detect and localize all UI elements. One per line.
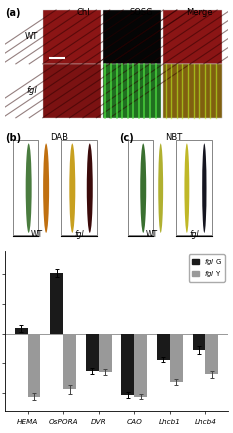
Text: fgl: fgl	[75, 230, 84, 239]
Ellipse shape	[140, 143, 146, 233]
Text: NBT: NBT	[165, 132, 182, 142]
FancyBboxPatch shape	[128, 140, 153, 235]
FancyBboxPatch shape	[176, 140, 212, 235]
FancyBboxPatch shape	[164, 10, 222, 64]
Ellipse shape	[43, 143, 49, 233]
Bar	[170, 334, 183, 382]
Text: Merge: Merge	[186, 8, 212, 16]
Bar	[193, 334, 205, 350]
Bar	[121, 334, 134, 395]
Bar	[99, 334, 112, 372]
Text: (a): (a)	[5, 8, 20, 18]
Bar	[63, 334, 76, 389]
Bar	[134, 334, 147, 397]
FancyBboxPatch shape	[43, 10, 101, 64]
Bar	[50, 273, 63, 334]
Text: SOSG: SOSG	[129, 8, 153, 16]
Bar	[205, 334, 218, 375]
Ellipse shape	[87, 143, 93, 233]
Text: WT: WT	[145, 230, 158, 239]
Text: WT: WT	[31, 230, 43, 239]
Text: Chl: Chl	[76, 8, 90, 16]
FancyBboxPatch shape	[103, 10, 161, 64]
Ellipse shape	[69, 143, 75, 233]
FancyBboxPatch shape	[103, 64, 161, 118]
Ellipse shape	[185, 143, 189, 233]
Bar	[15, 329, 28, 334]
FancyBboxPatch shape	[62, 140, 97, 235]
Bar	[157, 334, 170, 359]
Bar	[86, 334, 99, 371]
Text: fgl: fgl	[189, 230, 199, 239]
Legend: $fgl$ G, $fgl$ Y: $fgl$ G, $fgl$ Y	[189, 254, 225, 282]
Ellipse shape	[26, 143, 32, 233]
Text: fgl: fgl	[26, 86, 37, 95]
Text: (b): (b)	[5, 132, 21, 142]
FancyBboxPatch shape	[13, 140, 38, 235]
Text: WT: WT	[25, 32, 38, 41]
FancyBboxPatch shape	[164, 64, 222, 118]
FancyBboxPatch shape	[43, 64, 101, 118]
Ellipse shape	[202, 143, 206, 233]
FancyBboxPatch shape	[164, 64, 222, 118]
Ellipse shape	[158, 143, 163, 233]
Text: DAB: DAB	[50, 132, 68, 142]
Text: (c): (c)	[119, 132, 134, 142]
Bar	[28, 334, 40, 397]
